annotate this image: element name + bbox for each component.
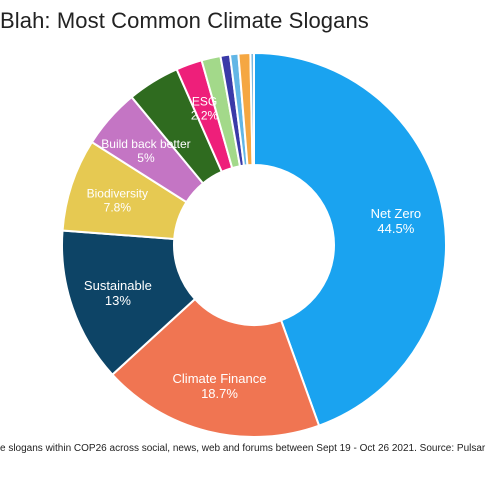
slice-label: Climate Finance: [173, 371, 267, 386]
slice-label: Sustainable: [84, 278, 152, 293]
slice-climate-finance: [110, 297, 321, 438]
slice-label: Biodiversity: [87, 187, 148, 201]
slice-net-zero: [253, 51, 447, 427]
slice-label: ESG: [192, 95, 217, 109]
slice-value-label: 5%: [137, 151, 155, 165]
chart-footnote: e slogans within COP26 across social, ne…: [0, 443, 486, 454]
slice-unlabeled-11: [249, 51, 255, 167]
slice-group: [61, 51, 447, 438]
slice-label: Net Zero: [371, 206, 422, 221]
slice-label: Build back better: [101, 137, 190, 151]
slice-sustainable: [61, 229, 197, 377]
slice-value-label: 7.8%: [104, 201, 132, 215]
slice-value-label: 18.7%: [201, 386, 238, 401]
slice-value-label: 2.2%: [191, 109, 219, 123]
slice-value-label: 13%: [105, 293, 131, 308]
chart-title: Blah: Most Common Climate Slogans: [0, 8, 369, 33]
slice-value-label: 44.5%: [377, 221, 414, 236]
